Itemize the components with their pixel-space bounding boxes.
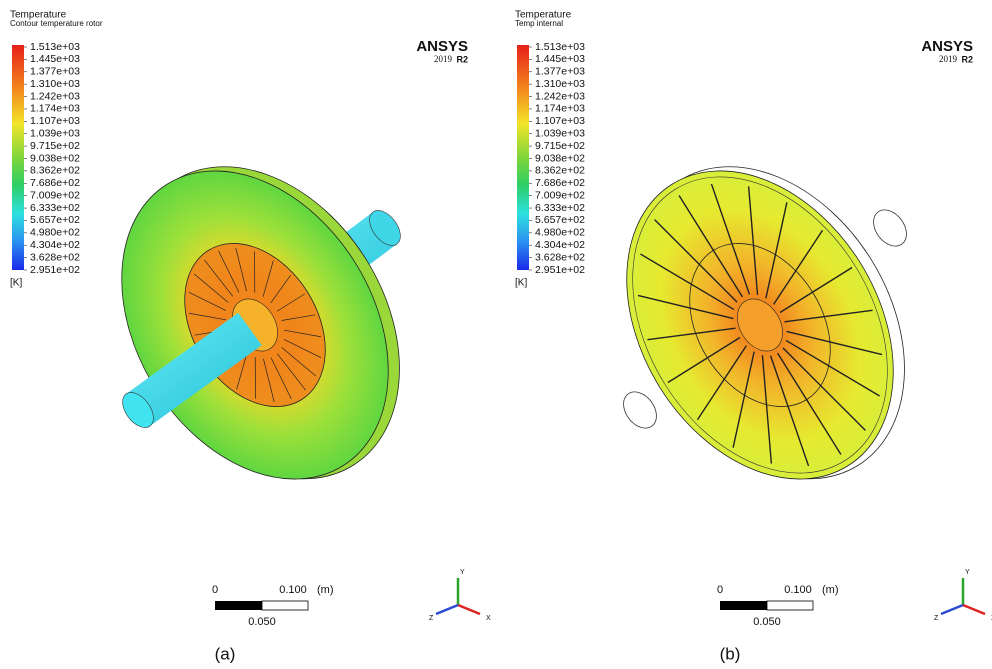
- caption: (a): [215, 644, 236, 663]
- legend-level: 9.038e+02: [30, 152, 80, 164]
- color-bar: [12, 45, 24, 270]
- legend-level: 4.304e+02: [30, 239, 80, 251]
- triad-y-label: Y: [460, 569, 465, 576]
- legend-unit: [K]: [515, 278, 527, 289]
- legend-level: 9.715e+02: [30, 140, 80, 152]
- legend-level: 4.980e+02: [30, 227, 80, 239]
- legend-level: 6.333e+02: [30, 202, 80, 214]
- legend-level: 1.310e+03: [535, 78, 585, 90]
- scale-black: [215, 601, 262, 610]
- legend-level: 1.445e+03: [535, 53, 585, 65]
- legend-level: 1.513e+03: [30, 41, 80, 53]
- scale-end: 0.100: [279, 584, 307, 596]
- legend-unit: [K]: [10, 278, 22, 289]
- legend-level: 5.657e+02: [535, 214, 585, 226]
- logo-name: ANSYS: [921, 38, 973, 55]
- legend-level: 1.242e+03: [535, 90, 585, 102]
- legend-level: 1.242e+03: [30, 90, 80, 102]
- logo-year: 2019: [434, 54, 453, 64]
- legend-level: 7.009e+02: [30, 189, 80, 201]
- legend-level: 1.107e+03: [30, 115, 80, 127]
- legend-level: 7.009e+02: [535, 189, 585, 201]
- logo-release: R2: [961, 54, 973, 64]
- legend-level: 7.686e+02: [30, 177, 80, 189]
- legend-level: 1.039e+03: [30, 128, 80, 140]
- legend-level: 4.304e+02: [535, 239, 585, 251]
- legend-level: 5.657e+02: [30, 214, 80, 226]
- scale-black: [720, 601, 767, 610]
- legend-level: 9.715e+02: [535, 140, 585, 152]
- legend-level: 1.310e+03: [30, 78, 80, 90]
- legend-level: 7.686e+02: [535, 177, 585, 189]
- legend-level: 3.628e+02: [535, 251, 585, 263]
- triad-x: [963, 605, 985, 614]
- legend-level: 1.039e+03: [535, 128, 585, 140]
- legend-level: 4.980e+02: [535, 227, 585, 239]
- logo-name: ANSYS: [416, 38, 468, 55]
- color-bar: [517, 45, 529, 270]
- scale-mid: 0.050: [753, 616, 781, 628]
- legend-level: 1.377e+03: [535, 66, 585, 78]
- legend-level: 6.333e+02: [535, 202, 585, 214]
- triad-z-label: Z: [934, 615, 939, 622]
- legend-level: 1.445e+03: [30, 53, 80, 65]
- legend-level: 2.951e+02: [30, 264, 80, 276]
- triad-y-label: Y: [965, 569, 970, 576]
- triad-z: [436, 605, 458, 614]
- scale-start: 0: [212, 584, 218, 596]
- figure: TemperatureContour temperature rotor1.51…: [0, 0, 992, 669]
- legend-level: 3.628e+02: [30, 251, 80, 263]
- scale-start: 0: [717, 584, 723, 596]
- triad-x: [458, 605, 480, 614]
- triad-z-label: Z: [429, 615, 434, 622]
- legend-level: 1.174e+03: [30, 103, 80, 115]
- scale-white: [262, 601, 308, 610]
- scale-unit: (m): [822, 584, 839, 596]
- legend-level: 2.951e+02: [535, 264, 585, 276]
- legend-level: 8.362e+02: [30, 165, 80, 177]
- wire-ring: [617, 386, 663, 435]
- triad-x-label: X: [486, 615, 491, 622]
- disk: [572, 116, 960, 533]
- logo-release: R2: [456, 54, 468, 64]
- legend-subtitle: Temp internal: [515, 19, 563, 28]
- scale-mid: 0.050: [248, 616, 276, 628]
- legend-level: 1.107e+03: [535, 115, 585, 127]
- scale-end: 0.100: [784, 584, 812, 596]
- legend-subtitle: Contour temperature rotor: [10, 19, 103, 28]
- legend-level: 9.038e+02: [535, 152, 585, 164]
- scale-white: [767, 601, 813, 610]
- legend-level: 1.174e+03: [535, 103, 585, 115]
- legend-level: 1.377e+03: [30, 66, 80, 78]
- panel: TemperatureContour temperature rotor1.51…: [10, 10, 491, 664]
- scale-unit: (m): [317, 584, 334, 596]
- triad-z: [941, 605, 963, 614]
- legend-level: 8.362e+02: [535, 165, 585, 177]
- legend-level: 1.513e+03: [535, 41, 585, 53]
- wire-ring: [867, 204, 913, 253]
- caption: (b): [720, 644, 741, 663]
- disk: [67, 116, 455, 533]
- logo-year: 2019: [939, 54, 958, 64]
